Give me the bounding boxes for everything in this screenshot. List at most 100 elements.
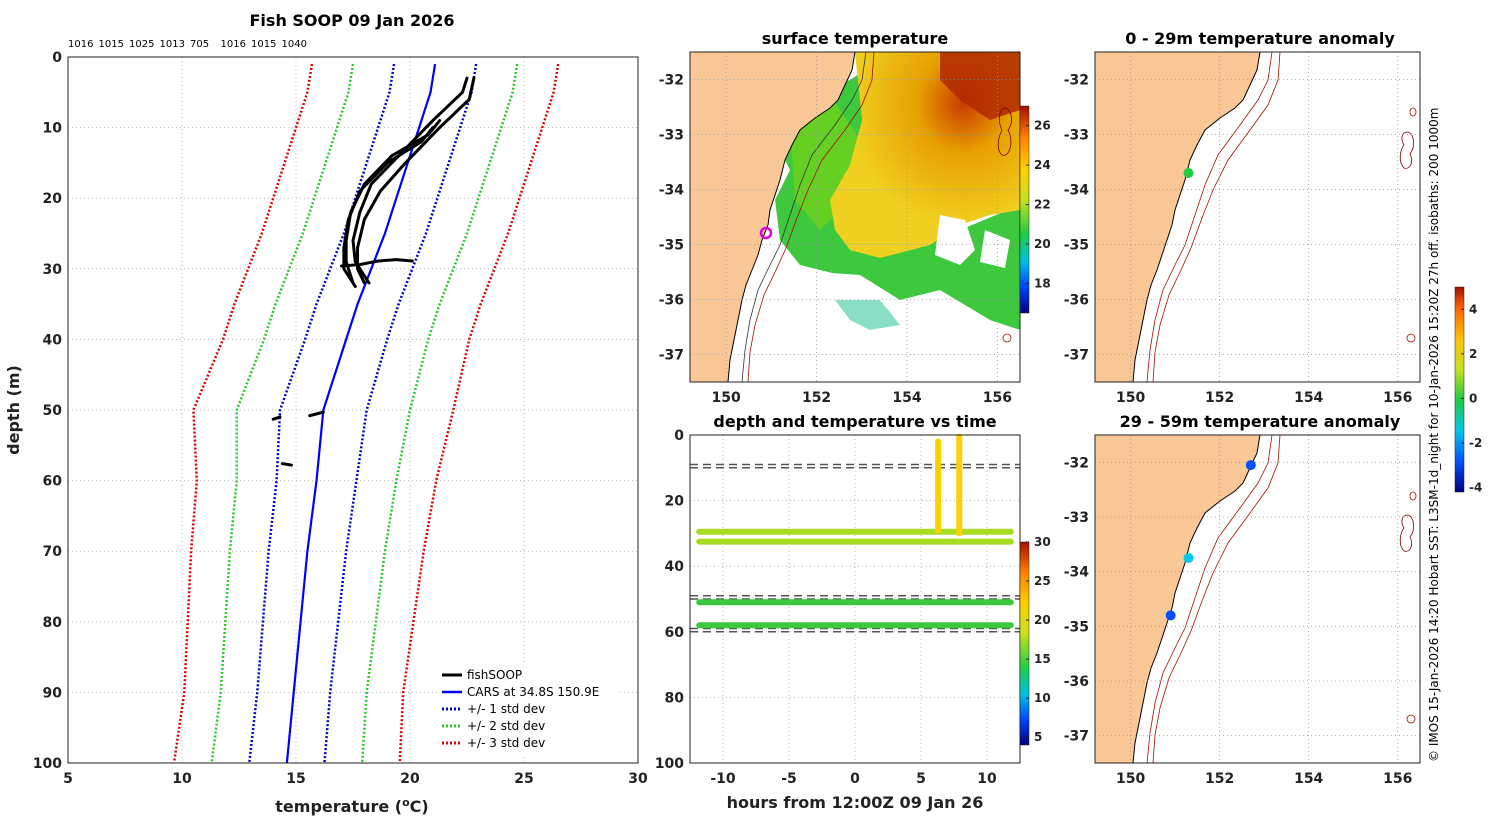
credit-text: © IMOS 15-Jan-2026 14:20 Hobart SST: L3S… <box>1427 108 1441 762</box>
profile-y-tick-label: 10 <box>43 121 63 137</box>
anomaly-map-lower-panel: 29 - 59m temperature anomaly 150 152 154 15… <box>1064 412 1421 787</box>
time-series-title: depth and temperature vs time <box>713 412 996 431</box>
profile-fishsoop-profile-2 <box>356 76 476 285</box>
anomaly-map-lower-grid <box>1095 435 1420 763</box>
profile-std2-upper-line <box>360 63 519 764</box>
anomaly-upper-point <box>1183 168 1194 178</box>
sst-colorbar-tick-label: 18 <box>1034 276 1051 290</box>
anomaly-map-upper-x-tick-label: 154 <box>1294 390 1323 406</box>
time-series-colorbar-ticks: 30 25 20 15 10 5 <box>1026 535 1051 744</box>
time-series-y-tick-label: 100 <box>655 756 684 772</box>
sst-coastline <box>727 52 856 382</box>
anomaly-map-lower-seamount-3 <box>1406 714 1416 724</box>
sst-field-hot <box>940 52 1020 120</box>
anomaly-lower-point <box>1165 610 1176 621</box>
legend-label-1std: +/- 1 std dev <box>467 702 545 716</box>
profile-x-tick-label: 30 <box>628 771 648 787</box>
anomaly-map-upper-y-tick-label: -32 <box>1064 73 1089 89</box>
anomaly-colorbar-group: 4 2 0 -2 -4 <box>1454 286 1482 495</box>
anomaly-map-upper-geo <box>1095 52 1417 382</box>
sst-map-y-tick-label: -32 <box>659 73 684 89</box>
anomaly-map-upper-panel: 0 - 29m temperature anomaly 150 152 154 156… <box>1064 29 1421 406</box>
profile-panel: Fish SOOP 09 Jan 2026 1016 1015 1025 1013 70… <box>4 11 648 816</box>
sst-map-x-tick-label: 156 <box>983 390 1012 406</box>
sst-colorbar-ticks: 26 24 22 20 18 <box>1026 119 1051 290</box>
profile-x-axis-label: temperature (oC) <box>275 796 428 816</box>
anomaly-map-upper-y-tick-label: -35 <box>1064 238 1089 254</box>
anomaly-map-lower-land <box>1095 435 1261 763</box>
profile-fishsoop-profile-1 <box>351 76 469 285</box>
time-series-x-tick-label: -10 <box>710 771 736 787</box>
time-series-colorbar <box>1019 541 1030 746</box>
profile-y-tick-label: 80 <box>43 615 63 631</box>
sst-map-y-tick-label: -33 <box>659 128 684 144</box>
time-series-y-tick-label: 20 <box>665 494 685 510</box>
anomaly-map-upper-isobath-200 <box>1146 52 1273 382</box>
anomaly-colorbar-tick-label: 0 <box>1469 391 1477 405</box>
legend-label-3std: +/- 3 std dev <box>467 736 545 750</box>
anomaly-map-upper-title: 0 - 29m temperature anomaly <box>1125 29 1395 48</box>
profile-y-tick-label: 50 <box>43 403 63 419</box>
profile-x-tick-label: 20 <box>400 771 420 787</box>
sst-isobath-200 <box>741 52 867 382</box>
anomaly-colorbar-tick-label: 4 <box>1469 302 1477 316</box>
profile-y-tick-label: 60 <box>43 474 63 490</box>
profile-y-tick-label: 30 <box>43 262 63 278</box>
time-series-colorbar-tick-label: 5 <box>1034 730 1042 744</box>
anomaly-map-lower-isobath-200 <box>1146 435 1273 763</box>
profile-x-axis-label-sup: o <box>402 796 410 809</box>
legend-label-cars: CARS at 34.8S 150.9E <box>467 685 599 699</box>
profile-y-axis-label: depth (m) <box>4 365 23 455</box>
sst-isobath-1000 <box>747 52 875 382</box>
profile-fishsoop-segment-7 <box>308 410 325 418</box>
sst-colorbar-tick-label: 26 <box>1034 119 1051 133</box>
sst-cloud-1 <box>935 215 975 265</box>
anomaly-map-lower-y-tick-label: -33 <box>1064 510 1089 526</box>
time-series-x-axis-label: hours from 12:00Z 09 Jan 26 <box>727 793 984 812</box>
sst-cloud-2 <box>980 230 1010 268</box>
anomaly-colorbar-tick-label: 2 <box>1469 347 1477 361</box>
anomaly-map-lower-geo <box>1095 435 1417 763</box>
anomaly-map-lower-seamount-2 <box>1409 491 1417 501</box>
anomaly-map-upper-y-tick-label: -37 <box>1064 348 1089 364</box>
time-series-y-tick-label: 0 <box>674 428 684 444</box>
sst-colorbar <box>1019 105 1030 314</box>
anomaly-map-upper-y-tick-label: -34 <box>1064 183 1090 199</box>
profile-title: Fish SOOP 09 Jan 2026 <box>250 11 455 30</box>
sst-map-y-tick-label: -34 <box>659 183 685 199</box>
sst-map-x-tick-label: 154 <box>892 390 921 406</box>
time-series-y-tick-label: 60 <box>665 625 685 641</box>
profile-lines <box>172 63 560 764</box>
profile-x-tick-label: 10 <box>172 771 192 787</box>
profile-std2-lower-line <box>210 63 355 764</box>
time-series-data <box>690 433 1020 633</box>
anomaly-map-lower-x-tick-label: 152 <box>1205 771 1234 787</box>
profile-top-label: 1015 <box>251 39 276 50</box>
sst-colorbar-tick-label: 22 <box>1034 198 1051 212</box>
anomaly-map-lower-x-tick-label: 156 <box>1383 771 1412 787</box>
anomaly-map-upper-seamount-1 <box>1399 131 1414 169</box>
sst-map-x-tick-label: 150 <box>712 390 741 406</box>
legend-label-fishsoop: fishSOOP <box>467 668 522 682</box>
profile-legend-box <box>438 665 618 757</box>
profile-top-label: 1016 <box>68 39 93 50</box>
profile-y-tick-label: 20 <box>43 191 63 207</box>
time-series-y-tick-label: 40 <box>665 559 685 575</box>
anomaly-map-upper-x-tick-label: 152 <box>1205 390 1234 406</box>
anomaly-map-lower-y-tick-label: -36 <box>1064 674 1089 690</box>
time-series-colorbar-tick-label: 10 <box>1034 691 1051 705</box>
sst-map-field <box>690 52 1020 382</box>
anomaly-map-lower-x-tick-label: 154 <box>1294 771 1323 787</box>
anomaly-map-upper-axes-box <box>1094 51 1421 383</box>
anomaly-lower-point <box>1183 553 1194 563</box>
time-series-panel: depth and temperature vs time -10 -5 0 5 100… <box>655 412 1051 812</box>
anomaly-map-upper-x-tick-label: 156 <box>1383 390 1412 406</box>
profile-x-tick-label: 5 <box>63 771 73 787</box>
time-series-colorbar-tick-label: 15 <box>1034 652 1051 666</box>
profile-y-tick-label: 0 <box>52 50 62 66</box>
profile-fishsoop-segment-5 <box>340 258 414 268</box>
sst-seamount-2 <box>1002 333 1012 343</box>
profile-x-tick-label: 15 <box>286 771 305 787</box>
time-series-x-tick-label: 0 <box>850 771 860 787</box>
